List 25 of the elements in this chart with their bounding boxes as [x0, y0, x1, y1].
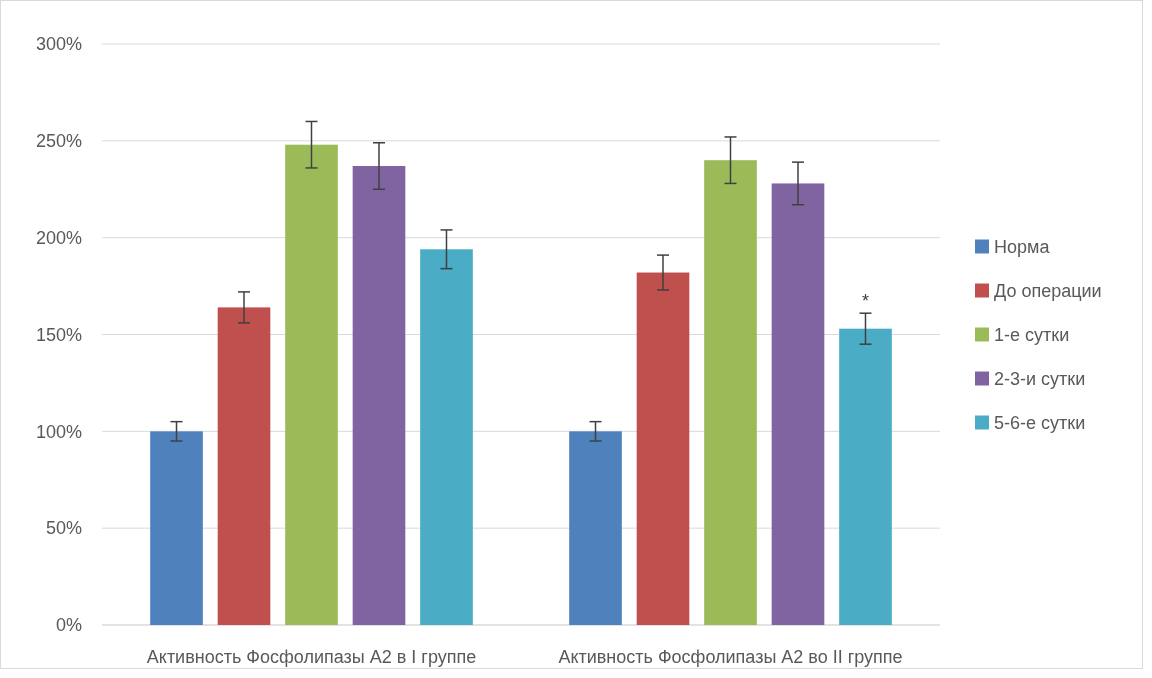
x-tick-label: Активность Фосфолипазы А2 в I группе — [146, 647, 477, 667]
bar — [217, 307, 271, 625]
legend-label: Норма — [994, 236, 1051, 257]
y-tick-label: 250% — [35, 131, 82, 152]
bar — [420, 249, 473, 625]
y-tick-label: 50% — [45, 518, 82, 539]
x-tick-label: Активность Фосфолипазы А2 во II группе — [558, 647, 903, 667]
y-tick-label: 100% — [35, 421, 82, 442]
legend-label: 5-6-е сутки — [994, 412, 1086, 433]
bar — [569, 431, 622, 625]
y-tick-label: 300% — [35, 34, 82, 55]
legend-label: До операции — [994, 280, 1102, 301]
y-tick-label: 150% — [35, 324, 82, 345]
bar — [352, 166, 406, 625]
bar — [636, 272, 690, 625]
y-tick-label: 200% — [35, 227, 82, 248]
bar — [771, 183, 825, 625]
legend-label: 1-е сутки — [994, 324, 1070, 345]
bar — [704, 160, 757, 625]
bar — [839, 328, 892, 625]
y-tick-label: 0% — [55, 615, 82, 636]
bar — [285, 144, 338, 625]
bar — [150, 431, 203, 625]
legend-label: 2-3-и сутки — [994, 368, 1086, 389]
annotation: * — [861, 291, 869, 312]
